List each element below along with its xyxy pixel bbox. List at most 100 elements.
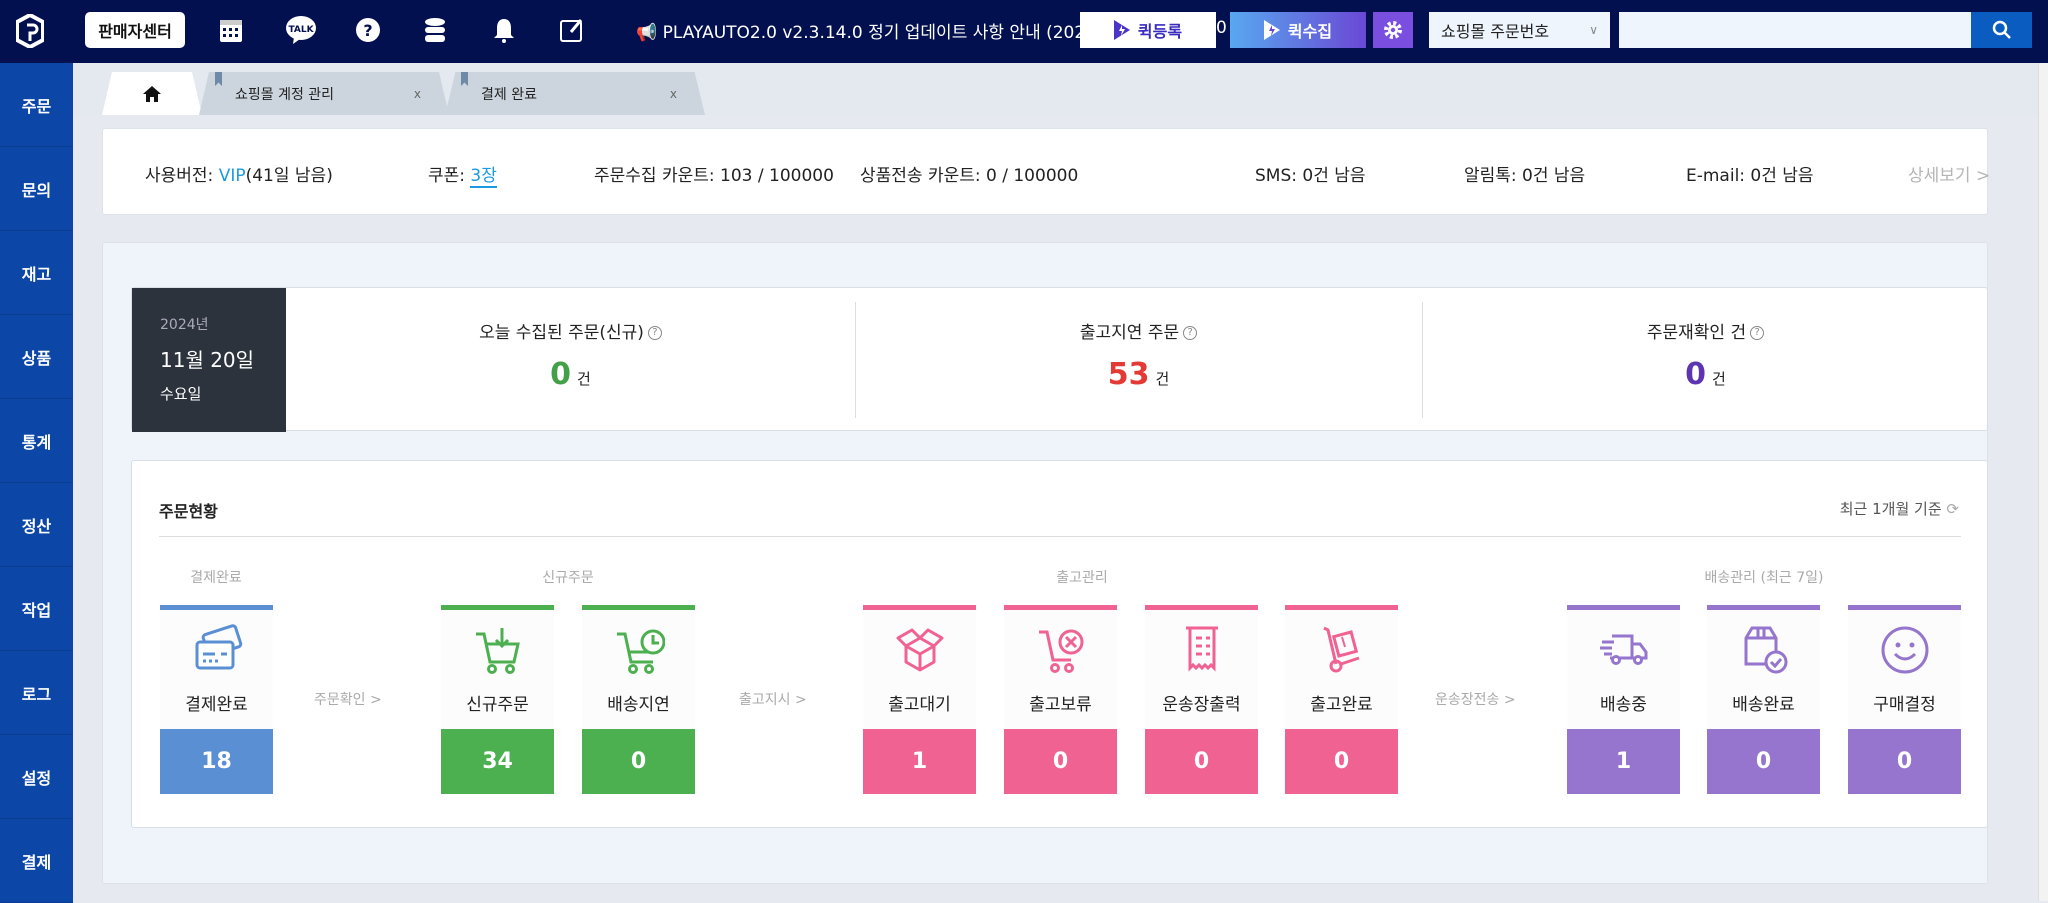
sidebar-item-jobs[interactable]: 작업 <box>0 567 73 651</box>
status-color-bar <box>441 605 554 610</box>
sidebar-item-inquiry[interactable]: 문의 <box>0 147 73 231</box>
close-tab-icon[interactable]: x <box>413 86 421 101</box>
gear-icon[interactable] <box>1373 12 1413 48</box>
credit-card-icon <box>160 622 273 678</box>
status-card[interactable]: 결제완료 18 <box>160 605 273 794</box>
status-count[interactable]: 0 <box>582 729 695 794</box>
status-card[interactable]: 출고대기 1 <box>863 605 976 794</box>
calendar-icon[interactable] <box>217 16 245 44</box>
help-icon[interactable]: ? <box>354 16 382 44</box>
coupon-link[interactable]: 3장 <box>470 166 497 188</box>
close-tab-icon[interactable]: x <box>669 86 677 101</box>
sidebar-item-settlement[interactable]: 정산 <box>0 483 73 567</box>
status-card[interactable]: 출고보류 0 <box>1004 605 1117 794</box>
edit-icon[interactable] <box>558 16 586 44</box>
box-check-icon <box>1707 622 1820 678</box>
status-label: 배송완료 <box>1732 695 1795 715</box>
status-count[interactable]: 0 <box>1004 729 1117 794</box>
sidebar-item-stats[interactable]: 통계 <box>0 399 73 483</box>
status-count[interactable]: 34 <box>441 729 554 794</box>
database-icon[interactable] <box>421 16 449 44</box>
sidebar-item-stock[interactable]: 재고 <box>0 231 73 315</box>
talk-icon[interactable]: TALK <box>285 16 317 44</box>
search-button[interactable] <box>1971 12 2032 48</box>
help-icon[interactable]: ? <box>1183 326 1198 340</box>
refresh-icon[interactable]: ⟳ <box>1946 500 1959 518</box>
step-invoice-send[interactable]: 운송장전송 > <box>1435 692 1516 708</box>
sidebar-item-log[interactable]: 로그 <box>0 651 73 735</box>
sidebar-item-payment[interactable]: 결제 <box>0 819 73 903</box>
search-input[interactable] <box>1619 12 1971 48</box>
sms-count: SMS: 0건 남음 <box>1255 166 1366 186</box>
status-card[interactable]: 배송완료 0 <box>1707 605 1820 794</box>
playauto-logo-icon[interactable] <box>16 14 44 48</box>
group-label: 결제완료 <box>190 570 242 586</box>
svg-text:?: ? <box>363 21 372 40</box>
quick-register-button[interactable]: 퀵등록 <box>1080 12 1216 48</box>
notice-ticker-tail: 0 <box>1216 18 1227 38</box>
search-type-select[interactable]: 쇼핑몰 주문번호 ∨ <box>1429 12 1610 48</box>
quick-collect-button[interactable]: 퀵수집 <box>1230 12 1366 48</box>
tab-home[interactable] <box>102 72 202 115</box>
divider <box>855 302 856 418</box>
date: 11월 20일 <box>160 348 255 372</box>
status-card[interactable]: 배송지연 0 <box>582 605 695 794</box>
status-count[interactable]: 1 <box>1567 729 1680 794</box>
status-card[interactable]: 구매결정 0 <box>1848 605 1961 794</box>
bell-icon[interactable] <box>490 16 518 44</box>
home-icon <box>143 85 161 102</box>
status-count[interactable]: 0 <box>1707 729 1820 794</box>
view-details-link[interactable]: 상세보기 > <box>1908 166 1991 186</box>
status-count[interactable]: 1 <box>863 729 976 794</box>
status-card[interactable]: 운송장출력 0 <box>1145 605 1258 794</box>
refresh-basis[interactable]: 최근 1개월 기준 ⟳ <box>1839 500 1959 518</box>
tab-label: 쇼핑몰 계정 관리 <box>235 86 335 103</box>
sidebar-item-settings[interactable]: 설정 <box>0 735 73 819</box>
help-icon[interactable]: ? <box>647 326 662 340</box>
sidebar-item-product[interactable]: 상품 <box>0 315 73 399</box>
group-label: 출고관리 <box>1056 570 1108 586</box>
sidebar-item-order[interactable]: 주문 <box>0 63 73 147</box>
scrollbar[interactable] <box>2038 63 2048 901</box>
chevron-down-icon: ∨ <box>1589 23 1598 37</box>
status-color-bar <box>1004 605 1117 610</box>
status-count[interactable]: 0 <box>1285 729 1398 794</box>
notice-text: PLAYAUTO2.0 v2.3.14.0 정기 업데이트 사항 안내 (202… <box>662 23 1081 43</box>
status-color-bar <box>582 605 695 610</box>
sidebar: 주문 문의 재고 상품 통계 정산 작업 로그 설정 결제 <box>0 63 73 903</box>
tab-shop-account[interactable]: 쇼핑몰 계정 관리 x <box>199 72 449 115</box>
status-card[interactable]: 출고완료 0 <box>1285 605 1398 794</box>
tab-bar: 쇼핑몰 계정 관리 x 결제 완료 x <box>73 63 2038 115</box>
search-type-value: 쇼핑몰 주문번호 <box>1441 22 1550 41</box>
quick-register-label: 퀵등록 <box>1137 22 1183 41</box>
notice-ticker[interactable]: 📢 PLAYAUTO2.0 v2.3.14.0 정기 업데이트 사항 안내 (2… <box>636 18 1081 46</box>
status-count[interactable]: 18 <box>160 729 273 794</box>
cart-clock-icon <box>582 622 695 678</box>
status-color-bar <box>1145 605 1258 610</box>
status-label: 출고보류 <box>1029 695 1092 715</box>
date-box: 2024년 11월 20일 수요일 <box>132 288 286 432</box>
tab-payment-complete[interactable]: 결제 완료 x <box>445 72 705 115</box>
step-shipping-instruction[interactable]: 출고지시 > <box>739 692 807 708</box>
truck-icon <box>1567 622 1680 678</box>
summary-delayed-orders[interactable]: 출고지연 주문? 53 건 <box>855 288 1422 432</box>
cart-download-icon <box>441 622 554 678</box>
order-status-title: 주문현황 <box>159 502 218 521</box>
step-order-confirm[interactable]: 주문확인 > <box>314 692 382 708</box>
seller-center-button[interactable]: 판매자센터 <box>85 12 185 48</box>
coupon-info: 쿠폰: 3장 <box>428 166 497 188</box>
status-color-bar <box>1707 605 1820 610</box>
status-color-bar <box>1848 605 1961 610</box>
status-card[interactable]: 신규주문 34 <box>441 605 554 794</box>
help-icon[interactable]: ? <box>1750 326 1765 340</box>
weekday: 수요일 <box>160 385 202 403</box>
hand-truck-icon <box>1285 622 1398 678</box>
order-status-card: 주문현황 최근 1개월 기준 ⟳ 결제완료 신규주문 출고관리 배송관리 (최근… <box>131 460 1988 828</box>
status-count[interactable]: 0 <box>1848 729 1961 794</box>
status-card[interactable]: 배송중 1 <box>1567 605 1680 794</box>
divider <box>1422 302 1423 418</box>
status-count[interactable]: 0 <box>1145 729 1258 794</box>
